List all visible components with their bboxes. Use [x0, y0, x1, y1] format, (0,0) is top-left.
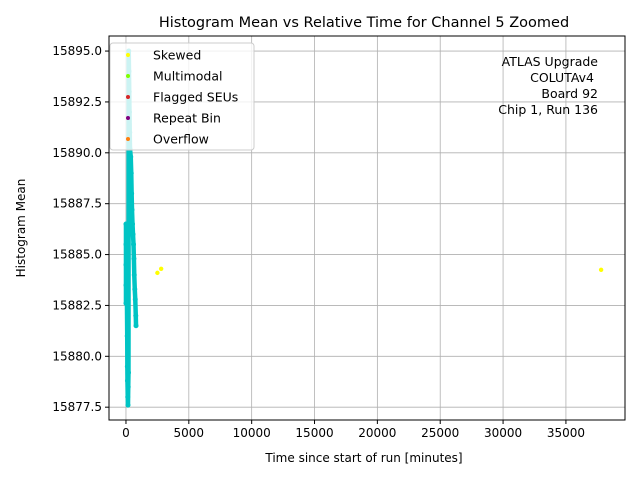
y-tick-label: 15877.5: [52, 400, 102, 414]
annotation-line-4: Chip 1, Run 136: [498, 102, 598, 117]
data-point-data: [125, 384, 131, 390]
data-point-data: [131, 272, 137, 278]
legend-marker: [126, 95, 130, 99]
x-tick-label: 5000: [174, 426, 205, 440]
legend-label: Repeat Bin: [153, 111, 221, 126]
data-point-data: [124, 363, 130, 369]
annotation: ATLAS Upgrade COLUTAv4 Board 92 Chip 1, …: [498, 54, 598, 117]
legend-label: Multimodal: [153, 69, 222, 84]
legend-marker: [126, 53, 130, 57]
x-tick-label: 25000: [421, 426, 459, 440]
data-point-data: [125, 402, 131, 408]
data-point-data: [123, 262, 129, 268]
ticks: 0 5000 10000 15000 20000 25000 30000 35000 15877…: [52, 44, 585, 440]
data-point-data: [129, 191, 135, 197]
data-point-data: [123, 221, 129, 227]
data-point-data: [130, 231, 136, 237]
x-tick-label: 10000: [233, 426, 271, 440]
data-point-data: [128, 170, 134, 176]
data-point-data: [130, 221, 136, 227]
data-point-data: [133, 313, 139, 319]
data-point-skewed: [155, 270, 160, 276]
data-point-data: [131, 256, 137, 262]
legend-marker: [126, 74, 130, 78]
legend-marker: [126, 116, 130, 120]
legend-label: Overflow: [153, 132, 209, 147]
annotation-line-2: COLUTAv4: [530, 70, 594, 85]
x-tick-label: 35000: [547, 426, 585, 440]
legend-label: Flagged SEUs: [153, 90, 238, 105]
data-point-data: [125, 394, 131, 400]
y-axis-label: Histogram Mean: [14, 179, 28, 278]
chart-title: Histogram Mean vs Relative Time for Chan…: [159, 15, 569, 31]
data-point-data: [124, 333, 130, 339]
y-tick-label: 15880.0: [52, 349, 102, 363]
data-point-data: [133, 323, 139, 329]
annotation-line-1: ATLAS Upgrade: [502, 54, 599, 69]
data-point-data: [123, 282, 129, 288]
x-tick-label: 15000: [295, 426, 333, 440]
data-point-skewed: [158, 266, 164, 272]
plot-frame: [108, 35, 626, 421]
legend-label: Skewed: [153, 48, 201, 63]
data-point-data: [123, 300, 129, 306]
y-tick-label: 15882.5: [52, 298, 102, 312]
x-tick-label: 20000: [358, 426, 396, 440]
data-point-data: [123, 241, 129, 247]
data-point-data: [128, 154, 134, 160]
y-tick-label: 15887.5: [52, 197, 102, 211]
annotation-line-3: Board 92: [541, 86, 598, 101]
legend-box: [109, 42, 255, 151]
y-tick-label: 15885.0: [52, 248, 102, 262]
grid: [109, 36, 625, 420]
data-point-data: [131, 241, 137, 247]
data-point-data: [124, 378, 130, 384]
data-point-data: [132, 286, 138, 292]
data-point-data: [129, 207, 135, 213]
legend: Skewed Multimodal Flagged SEUs Repeat Bin Ov…: [109, 42, 255, 151]
y-tick-label: 15895.0: [52, 44, 102, 58]
data-point-data: [125, 370, 131, 376]
data-point-skewed: [598, 267, 604, 273]
legend-marker: [126, 137, 130, 141]
data-point-data: [124, 272, 130, 278]
y-tick-label: 15892.5: [52, 95, 102, 109]
x-tick-label: 30000: [484, 426, 522, 440]
x-axis-label: Time since start of run [minutes]: [264, 451, 462, 465]
y-tick-label: 15890.0: [52, 146, 102, 160]
data-point-data: [132, 296, 138, 302]
x-tick-label: 0: [122, 426, 130, 440]
